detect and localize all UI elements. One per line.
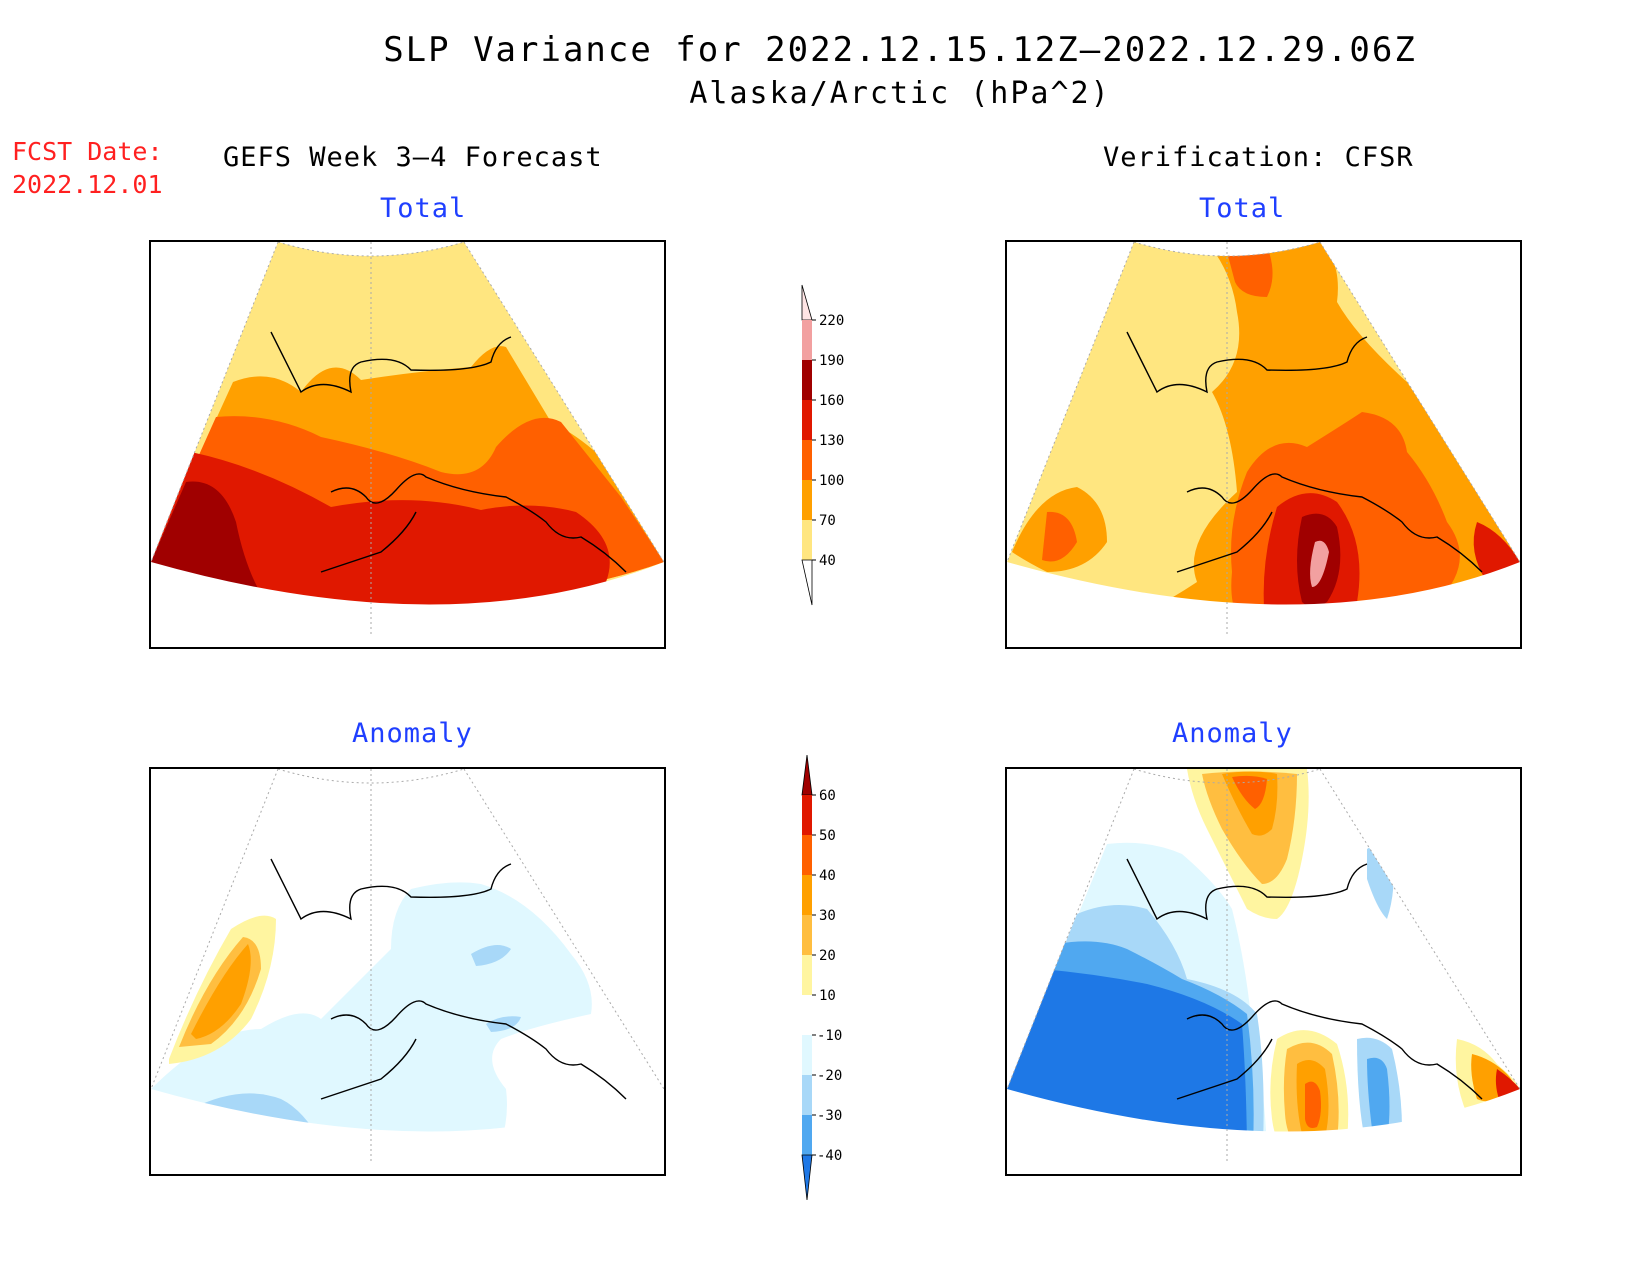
- chart-subtitle: Alaska/Arctic (hPa^2): [689, 76, 1111, 111]
- total-colorbar: 220 190 160 130 100 70 40: [795, 280, 875, 614]
- total-tick-label: 100: [819, 473, 844, 489]
- fcst-date-value: 2022.12.01: [12, 170, 163, 199]
- anomaly-tick-label: 10: [819, 988, 836, 1004]
- verification-total-label: Total: [1199, 193, 1286, 224]
- forecast-total-map: [149, 240, 666, 649]
- forecast-anomaly-map: [149, 767, 666, 1176]
- anomaly-tick-label: -20: [817, 1068, 842, 1084]
- fcst-date-label: FCST Date:: [12, 137, 163, 166]
- total-tick-label: 190: [819, 353, 844, 369]
- forecast-anomaly-label: Anomaly: [352, 718, 473, 749]
- anomaly-tick-label: -30: [817, 1108, 842, 1124]
- anomaly-tick-label: -40: [817, 1148, 842, 1164]
- forecast-column-header: GEFS Week 3–4 Forecast: [223, 142, 603, 173]
- total-tick-label: 220: [819, 313, 844, 329]
- anomaly-colorbar: 60 50 40 30 20 10 -10 -20 -30 -40: [795, 754, 875, 1209]
- total-tick-label: 70: [819, 513, 836, 529]
- verification-anomaly-label: Anomaly: [1172, 718, 1293, 749]
- total-tick-label: 160: [819, 393, 844, 409]
- anomaly-tick-label: 50: [819, 828, 836, 844]
- anomaly-tick-label: -10: [817, 1028, 842, 1044]
- verification-total-map: [1005, 240, 1522, 649]
- chart-title: SLP Variance for 2022.12.15.12Z–2022.12.…: [383, 30, 1417, 70]
- verification-anomaly-map: [1005, 767, 1522, 1176]
- anomaly-tick-label: 40: [819, 868, 836, 884]
- anomaly-tick-label: 60: [819, 788, 836, 804]
- forecast-total-label: Total: [380, 193, 467, 224]
- verification-column-header: Verification: CFSR: [1103, 142, 1414, 173]
- total-tick-label: 130: [819, 433, 844, 449]
- total-tick-label: 40: [819, 553, 836, 569]
- anomaly-tick-label: 20: [819, 948, 836, 964]
- anomaly-tick-label: 30: [819, 908, 836, 924]
